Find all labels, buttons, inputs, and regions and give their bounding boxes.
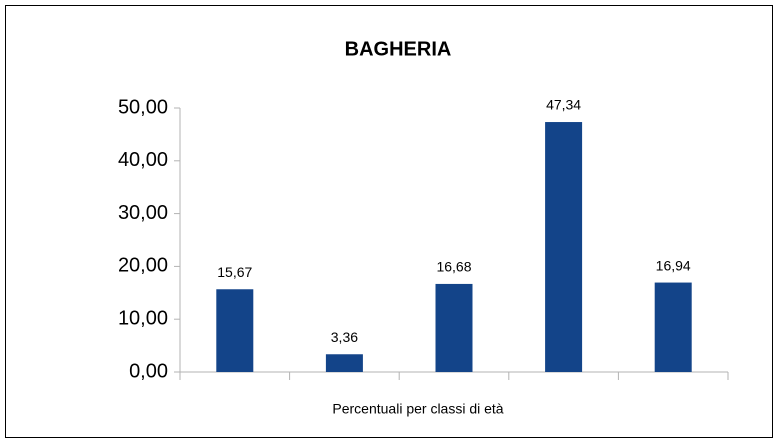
- bar: [435, 283, 473, 372]
- data-label: 15,67: [217, 264, 252, 280]
- bar: [545, 122, 583, 372]
- data-label: 47,34: [546, 97, 581, 113]
- data-label: 16,94: [656, 257, 691, 273]
- bar: [654, 282, 692, 372]
- data-label: 16,68: [436, 259, 471, 275]
- chart-border: [5, 5, 773, 438]
- bar: [216, 289, 254, 372]
- y-tick-label: 40,00: [118, 149, 168, 171]
- y-tick-label: 20,00: [118, 255, 168, 277]
- y-tick-label: 30,00: [118, 202, 168, 224]
- chart-title: BAGHERIA: [345, 38, 452, 60]
- data-label: 3,36: [331, 329, 358, 345]
- y-tick-label: 0,00: [129, 360, 168, 382]
- y-tick-label: 50,00: [118, 96, 168, 118]
- y-tick-label: 10,00: [118, 307, 168, 329]
- bar: [325, 354, 363, 372]
- x-axis-label: Percentuali per classi di età: [332, 401, 503, 417]
